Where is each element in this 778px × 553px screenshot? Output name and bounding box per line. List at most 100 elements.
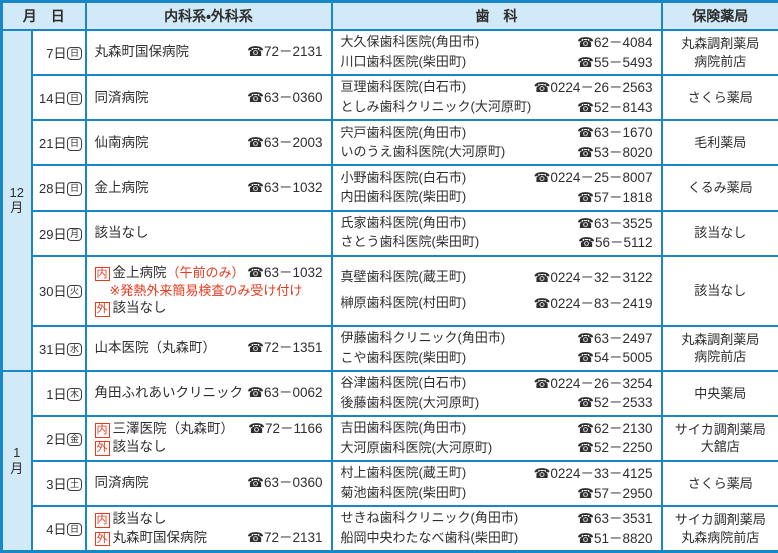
phone-number: 0224－32－3122 — [550, 270, 652, 285]
clinic-name: 伊藤歯科クリニック(角田市) — [341, 329, 506, 348]
clinic-name: いのうえ歯科医院(大河原町) — [341, 143, 506, 162]
month-label: 12月 — [8, 185, 25, 216]
phone-number: 62－4084 — [594, 35, 653, 50]
phone: ☎63－0360 — [247, 89, 322, 107]
dental-cell: 吉田歯科医院(角田市)☎62－2130 大河原歯科医院(大河原町)☎52－225… — [332, 416, 662, 461]
clinic-name: 菊池歯科医院(柴田町) — [341, 484, 467, 503]
clinic-name: 同済病院 — [95, 474, 149, 492]
pharmacy-name: 毛利薬局 — [665, 134, 777, 152]
month-cell-december: 12月 — [2, 30, 32, 371]
phone: ☎51－8820 — [577, 529, 652, 549]
phone: ☎0224－26－2563 — [534, 78, 653, 98]
header-month-day: 月 日 — [2, 2, 86, 31]
month-cell-january: 1月 — [2, 371, 32, 552]
phone-number: 55－5493 — [594, 55, 653, 70]
phone-icon: ☎ — [577, 421, 594, 436]
phone-icon: ☎ — [577, 440, 594, 455]
phone-number: 62－2130 — [594, 421, 653, 436]
clinic-name: 金上病院 — [113, 265, 167, 280]
dental-cell: 伊藤歯科クリニック(角田市)☎63－2497 こや歯科医院(柴田町)☎54－50… — [332, 326, 662, 371]
day-number: 14日 — [39, 88, 66, 107]
pharmacy-cell: 丸森調剤薬局病院前店 — [662, 30, 778, 75]
medical-cell: 金上病院☎63－1032 — [86, 165, 332, 210]
header-medical: 内科系・外科系 — [86, 2, 332, 31]
phone-number: 54－5005 — [594, 350, 653, 365]
phone-icon: ☎ — [577, 190, 594, 205]
medical-cell: 丸森町国保病院 ☎72－2131 — [86, 30, 332, 75]
phone-number: 63－0062 — [264, 385, 323, 400]
phone-icon: ☎ — [577, 216, 594, 231]
phone-number: 63－1670 — [594, 125, 653, 140]
fever-clinic-note: ※発熱外来簡易検査のみ受け付け — [110, 282, 323, 300]
day-cell: 21日日 — [32, 120, 86, 165]
clinic-name: 仙南病院 — [95, 134, 149, 152]
phone-icon: ☎ — [577, 511, 594, 526]
pharmacy-name-line2: 病院前店 — [665, 53, 777, 71]
clinic-name: としみ歯科クリニック(大河原町) — [341, 98, 532, 117]
phone-icon: ☎ — [577, 331, 594, 346]
header-dental: 歯 科 — [332, 2, 662, 31]
phone: ☎56－5112 — [578, 233, 652, 253]
table-row: 31日水 山本医院（丸森町）☎72－1351 伊藤歯科クリニック(角田市)☎63… — [2, 326, 778, 371]
dental-cell: 谷津歯科医院(白石市)☎0224－26－3254 後藤歯科医院(大河原町)☎52… — [332, 371, 662, 416]
weekday-badge: 水 — [67, 343, 81, 356]
day-number: 2日 — [46, 429, 66, 448]
medical-cell: 内三澤医院（丸森町）☎72－1166 外該当なし — [86, 416, 332, 461]
phone-number: 72－2131 — [264, 44, 323, 59]
dental-cell: 宍戸歯科医院(角田市)☎63－1670 いのうえ歯科医院(大河原町)☎53－80… — [332, 120, 662, 165]
pharmacy-cell: 中央薬局 — [662, 371, 778, 416]
clinic-name: 榊原歯科医院(村田町) — [341, 294, 467, 313]
phone-icon: ☎ — [247, 340, 264, 355]
day-cell: 7日日 — [32, 30, 86, 75]
phone-icon: ☎ — [534, 296, 551, 311]
phone-icon: ☎ — [247, 265, 264, 280]
table-row: 4日日 内該当なし 外丸森町国保病院☎72－2131 せきね歯科クリニック(角田… — [2, 506, 778, 552]
clinic-name: さとう歯科医院(柴田町) — [341, 233, 480, 252]
day-cell: 2日金 — [32, 416, 86, 461]
weekday-badge: 木 — [67, 388, 81, 401]
pharmacy-name-line2: 病院前店 — [665, 348, 777, 366]
phone-icon: ☎ — [577, 395, 594, 410]
table-row: 30日火 内金上病院（午前のみ）☎63－1032 ※発熱外来簡易検査のみ受け付け… — [2, 256, 778, 326]
phone: ☎72－2131 — [247, 43, 322, 61]
clinic-name: 村上歯科医院(蔵王町) — [341, 464, 467, 483]
header-pharmacy: 保険薬局 — [662, 2, 778, 31]
clinic-name: 大久保歯科医院(角田市) — [341, 33, 480, 52]
pharmacy-name: さくら薬局 — [665, 475, 777, 493]
phone: ☎52－2533 — [577, 393, 652, 413]
dental-cell: 氏家歯科医院(角田市)☎63－3525 さとう歯科医院(柴田町)☎56－5112 — [332, 211, 662, 256]
phone-number: 63－3525 — [594, 216, 653, 231]
medical-cell: 角田ふれあいクリニック☎63－0062 — [86, 371, 332, 416]
weekday-badge: 金 — [67, 433, 81, 446]
table-row: 14日日 同済病院☎63－0360 亘理歯科医院(白石市)☎0224－26－25… — [2, 75, 778, 120]
day-cell: 3日土 — [32, 461, 86, 506]
clinic-name: 金上病院 — [95, 179, 149, 197]
clinic-name: 川口歯科医院(柴田町) — [341, 53, 467, 72]
phone: ☎63－1670 — [577, 123, 652, 143]
medical-cell: 内金上病院（午前のみ）☎63－1032 ※発熱外来簡易検査のみ受け付け 外該当な… — [86, 256, 332, 326]
day-number: 29日 — [39, 224, 66, 243]
phone: ☎52－2250 — [577, 438, 652, 458]
pharmacy-cell: 丸森調剤薬局病院前店 — [662, 326, 778, 371]
morning-only-note: （午前のみ） — [167, 265, 245, 280]
pharmacy-cell: くるみ薬局 — [662, 165, 778, 210]
phone: ☎0224－33－4125 — [534, 464, 653, 484]
table-row: 2日金 内三澤医院（丸森町）☎72－1166 外該当なし 吉田歯科医院(角田市)… — [2, 416, 778, 461]
no-service-label: 該当なし — [113, 300, 167, 315]
phone-icon: ☎ — [534, 170, 551, 185]
phone: ☎63－2497 — [577, 329, 652, 349]
phone-number: 0224－83－2419 — [550, 296, 652, 311]
day-cell: 14日日 — [32, 75, 86, 120]
pharmacy-name-line2: 大舘店 — [665, 438, 777, 456]
dental-cell: 亘理歯科医院(白石市)☎0224－26－2563 としみ歯科クリニック(大河原町… — [332, 75, 662, 120]
phone: ☎62－2130 — [577, 419, 652, 439]
table-row: 3日土 同済病院☎63－0360 村上歯科医院(蔵王町)☎0224－33－412… — [2, 461, 778, 506]
phone: ☎63－1032 — [247, 264, 322, 282]
phone-icon: ☎ — [577, 55, 594, 70]
internal-medicine-tag: 内 — [95, 423, 110, 438]
phone-icon: ☎ — [247, 135, 264, 150]
day-cell: 31日水 — [32, 326, 86, 371]
clinic-name: 丸森町国保病院 — [95, 43, 190, 61]
phone-number: 63－2003 — [264, 135, 323, 150]
